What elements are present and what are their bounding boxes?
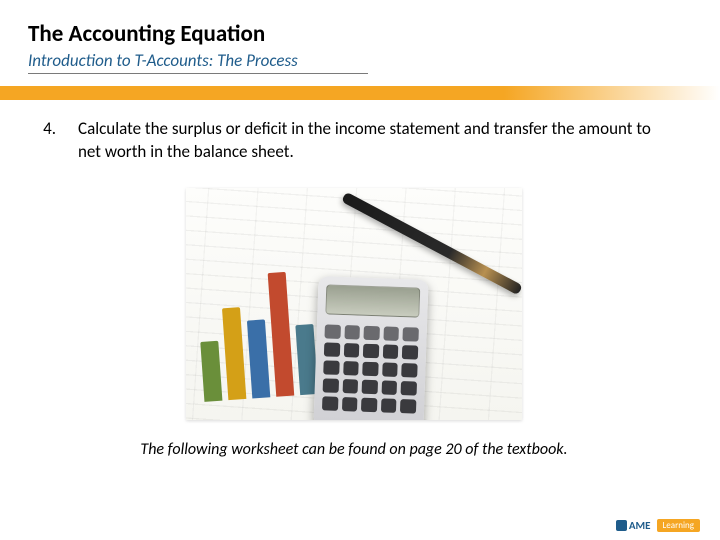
calculator-key (323, 360, 339, 375)
calculator-key (400, 399, 416, 414)
calculator-key (364, 326, 380, 341)
calculator-key (362, 380, 378, 395)
slide-content: 4. Calculate the surplus or deficit in t… (0, 100, 720, 459)
calculator-key (402, 345, 418, 360)
calculator-key (323, 378, 339, 393)
chart-bar (200, 341, 222, 402)
calculator-key (383, 344, 399, 359)
calculator-key (362, 362, 378, 377)
brand-name: AME (629, 519, 651, 532)
header-ribbon (0, 86, 720, 100)
list-number: 4. (36, 118, 56, 164)
brand-logo: AME (616, 519, 651, 532)
calculator-key (344, 325, 360, 340)
footer-logo: AME Learning (616, 519, 700, 532)
calculator-key (363, 344, 379, 359)
slide-header: The Accounting Equation Introduction to … (0, 0, 720, 80)
calculator-key (381, 398, 397, 413)
subtitle-underline (28, 73, 368, 74)
calculator-key (401, 381, 417, 396)
calculator-key (322, 396, 338, 411)
page-subtitle: Introduction to T-Accounts: The Process (28, 50, 692, 71)
brand-tag: Learning (657, 519, 700, 532)
numbered-list-item: 4. Calculate the surplus or deficit in t… (36, 118, 672, 164)
calculator-keys (322, 324, 419, 413)
chart-bar (247, 319, 270, 398)
calculator-icon (313, 276, 428, 420)
calculator-key (343, 361, 359, 376)
calculator-key (342, 379, 358, 394)
logo-mark (616, 520, 627, 531)
calculator-screen (325, 284, 420, 317)
calculator-key (383, 326, 399, 341)
page-title: The Accounting Equation (28, 20, 692, 48)
calculator-key (343, 343, 359, 358)
chart-bar (268, 272, 295, 397)
bar-chart (196, 270, 318, 402)
calculator-key (361, 398, 377, 413)
calculator-key (324, 342, 340, 357)
calculator-key (381, 380, 397, 395)
list-text: Calculate the surplus or deficit in the … (78, 118, 672, 164)
calculator-key (342, 397, 358, 412)
calculator-key (324, 324, 340, 339)
footnote-text: The following worksheet can be found on … (36, 440, 672, 459)
image-container (36, 188, 672, 420)
chart-bar (222, 307, 246, 400)
calculator-key (382, 362, 398, 377)
calculator-key (402, 363, 418, 378)
illustrative-image (186, 188, 522, 420)
calculator-key (403, 327, 419, 342)
